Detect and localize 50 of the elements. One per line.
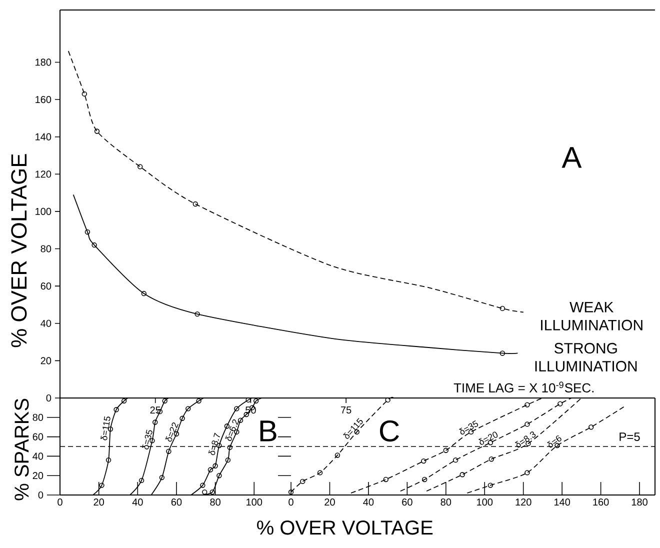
y-tick-label: 60 bbox=[40, 282, 52, 290]
x-tick-label: 40 bbox=[363, 498, 374, 506]
y-tick-label: 20 bbox=[40, 357, 52, 364]
y-tick-label: 100 bbox=[36, 208, 52, 215]
x-tick-label: 80 bbox=[440, 498, 452, 506]
y-axis-title: % SPARKS bbox=[14, 398, 29, 500]
x-tick-label: 160 bbox=[593, 498, 609, 506]
y-tick-label: 0 bbox=[46, 394, 52, 402]
y-tick-label: 80 bbox=[32, 414, 44, 421]
y-tick-label: 120 bbox=[36, 170, 52, 178]
x-tick-label: 0 bbox=[58, 498, 62, 506]
annotation: C bbox=[380, 420, 399, 442]
series-label: WEAK ILLUMINATION bbox=[541, 302, 642, 330]
annotation: A bbox=[562, 147, 582, 168]
text: δ=6 bbox=[547, 435, 562, 448]
y-tick-label: 140 bbox=[36, 133, 52, 140]
x-tick-label: 20 bbox=[94, 498, 104, 506]
y-tick-label: 40 bbox=[40, 320, 52, 327]
y-tick-label: 20 bbox=[32, 472, 44, 480]
x-tick-label: 100 bbox=[477, 498, 493, 506]
x-tick-label: 180 bbox=[632, 498, 648, 506]
x-tick-label: 0 bbox=[288, 498, 294, 506]
y-tick-label: 180 bbox=[36, 58, 52, 66]
text: δ=35 bbox=[459, 420, 478, 435]
x-tick-label: 20 bbox=[324, 498, 335, 506]
x-axis-title: % OVER VOLTAGE bbox=[257, 520, 433, 535]
x-tick-label: 60 bbox=[171, 498, 182, 506]
x-tick-label: 75 bbox=[341, 406, 352, 414]
annotation: P=5 bbox=[620, 432, 640, 441]
text: δ=8.7 bbox=[208, 432, 220, 456]
text: δ=35 bbox=[142, 430, 152, 450]
x-tick-label: 60 bbox=[402, 498, 412, 506]
y-tick-label: 0 bbox=[38, 491, 44, 499]
text: δ=6.2 bbox=[225, 419, 239, 441]
text: δ=115 bbox=[100, 416, 110, 440]
y-tick-label: 40 bbox=[32, 452, 44, 460]
y-tick-label: 60 bbox=[32, 433, 44, 440]
x-tick-label: 40 bbox=[132, 498, 143, 506]
x-axis-title: TIME LAG = X 10$^{-9}$SEC. bbox=[454, 382, 594, 392]
series-label: STRONG ILLUMINATION bbox=[535, 342, 637, 372]
x-tick-label: 80 bbox=[210, 498, 220, 506]
x-tick-label: 120 bbox=[516, 498, 532, 506]
x-tick-label: 100 bbox=[246, 498, 262, 506]
y-tick-label: 80 bbox=[40, 245, 52, 252]
y-axis-title: % OVER VOLTAGE bbox=[11, 154, 27, 348]
text: δ=20 bbox=[478, 432, 498, 445]
text: δ=22 bbox=[165, 422, 179, 442]
annotation: B bbox=[260, 420, 276, 442]
x-tick-label: 140 bbox=[554, 498, 570, 506]
y-tick-label: 160 bbox=[36, 96, 52, 104]
